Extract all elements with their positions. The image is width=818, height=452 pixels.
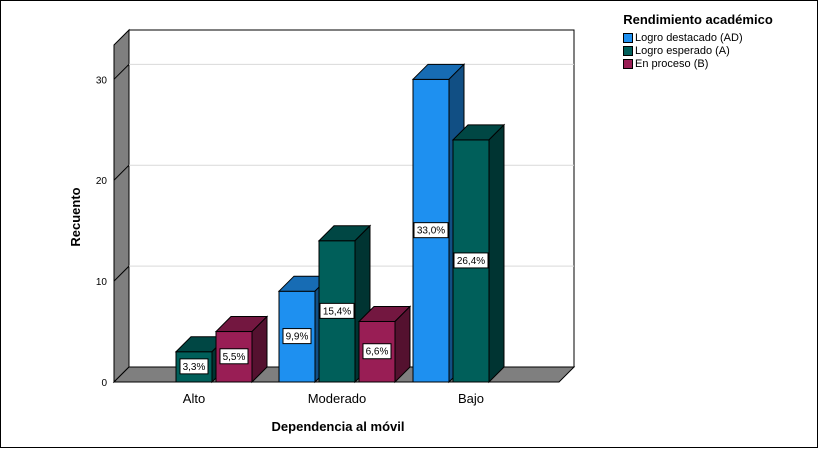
data-label-box: [453, 252, 489, 269]
y-tick-label: 30: [96, 75, 108, 86]
x-tick-label: Bajo: [458, 391, 484, 406]
bar: 5,5%: [214, 315, 269, 384]
data-label-box: [413, 222, 449, 239]
data-label: 6,6%: [366, 347, 389, 358]
data-label-box: [362, 343, 392, 360]
bar: 6,6%: [357, 305, 412, 384]
x-tick-label: Alto: [183, 391, 205, 406]
bar-side: [394, 305, 411, 384]
data-label-box: [219, 348, 249, 365]
grid-edge: [113, 164, 130, 181]
legend-item: En proceso (B): [623, 57, 813, 70]
legend-label: En proceso (B): [635, 57, 709, 70]
bar-side: [251, 315, 268, 384]
x-axis-ticks: Alto Moderado Bajo: [183, 391, 484, 406]
legend-title: Rendimiento académico: [623, 12, 773, 27]
data-label-box: [319, 302, 355, 319]
legend-item: Logro destacado (AD): [623, 31, 813, 44]
data-label: 9,9%: [286, 332, 309, 343]
legend-items: Logro destacado (AD) Logro esperado (A) En…: [623, 31, 813, 70]
x-axis-label: Dependencia al móvil: [272, 419, 405, 434]
data-label: 3,3%: [183, 362, 206, 373]
bar-side: [488, 123, 505, 384]
x-tick-label: Moderado: [308, 391, 367, 406]
y-tick-label: 10: [96, 277, 108, 288]
legend-swatch: [623, 45, 633, 56]
y-tick-label: 0: [101, 378, 107, 389]
data-label: 5,5%: [223, 352, 246, 363]
y-axis-ticks: 0 10 20 30: [96, 75, 108, 389]
data-label: 33,0%: [417, 226, 445, 237]
y-tick-label: 20: [96, 176, 108, 187]
legend-item: Logro esperado (A): [623, 44, 813, 57]
grid-edge: [113, 265, 130, 282]
data-label: 26,4%: [457, 256, 485, 267]
y-axis-label: Recuento: [68, 187, 83, 246]
data-label-box: [179, 358, 209, 375]
legend: Rendimiento académico Logro destacado (A…: [623, 13, 813, 70]
data-label: 15,4%: [323, 306, 351, 317]
legend-swatch: [623, 32, 633, 43]
legend-label: Logro destacado (AD): [635, 31, 743, 44]
legend-label: Logro esperado (A): [635, 44, 730, 57]
bars: 9,9% 33,0% 3,3% 15,4% 26,4% 5,5% 6,6%: [174, 63, 506, 384]
legend-swatch: [623, 58, 633, 69]
left-wall: [113, 28, 130, 384]
grid-edge: [113, 63, 130, 80]
data-label-box: [282, 328, 312, 345]
bar: 26,4%: [451, 123, 506, 384]
